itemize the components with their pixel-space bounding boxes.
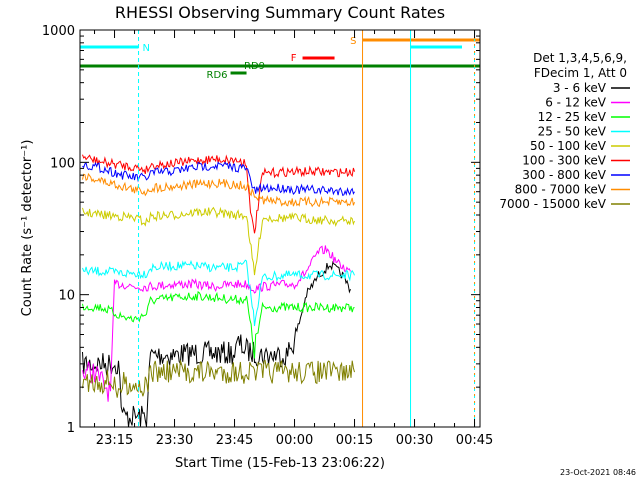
axes: 1 10 100 1000 23:15 23:30 23:45 00:00 00:15 00:30… [42,24,493,448]
series-line-6-12-kev [82,245,351,402]
y-axis-label: Count Rate (s⁻¹ detector⁻¹) [20,140,35,317]
legend-label-25-50-kev: 25 - 50 keV [538,125,607,139]
marker-label-f: F [291,53,297,64]
series-line-800-7000-kev [82,172,355,208]
legend-label-300-800-kev: 300 - 800 keV [522,168,606,182]
legend-label-7000-15000-kev: 7000 - 15000 keV [499,197,606,211]
footer-timestamp: 23-Oct-2021 08:46 [560,468,636,477]
plot-frame [79,29,481,428]
x-tick-label-0030: 00:30 [396,433,433,448]
series-line-50-100-kev [82,206,355,276]
y-tick-label-100: 100 [50,156,75,171]
x-tick-label-0000: 00:00 [276,433,313,448]
series-line-100-300-kev [82,154,355,234]
legend: Det 1,3,4,5,6,9, FDecim 1, Att 0 3 - 6 k… [499,51,630,211]
series-line-300-800-kev [82,161,355,197]
y-tick-label-10: 10 [58,289,75,304]
series-line-3-6-kev [82,260,351,427]
series-line-25-50-kev [82,259,355,327]
x-tick-label-0045: 00:45 [456,433,493,448]
plot-area [82,154,355,427]
chart-title: RHESSI Observing Summary Count Rates [115,3,445,22]
x-tick-label-2330: 23:30 [156,433,193,448]
series-line-12-25-kev [82,291,355,359]
x-tick-label-0015: 00:15 [336,433,373,448]
marker-label-s: S [350,36,356,47]
legend-label-800-7000-kev: 800 - 7000 keV [515,183,607,197]
legend-label-50-100-kev: 50 - 100 keV [530,139,607,153]
x-tick-label-2345: 23:45 [216,433,253,448]
marker-label-rd9: RD9 [244,61,265,72]
observing-markers: N S F RD6 RD9 [80,30,480,427]
y-tick-label-1000: 1000 [42,24,75,39]
legend-label-3-6-kev: 3 - 6 keV [553,81,607,95]
y-tick-label-1: 1 [67,421,75,436]
legend-header-line-2: FDecim 1, Att 0 [534,66,627,80]
legend-header-line-1: Det 1,3,4,5,6,9, [533,51,627,65]
x-axis-label: Start Time (15-Feb-13 23:06:22) [175,456,385,471]
legend-label-100-300-kev: 100 - 300 keV [522,154,606,168]
legend-label-6-12-kev: 6 - 12 keV [545,96,607,110]
marker-label-rd6: RD6 [207,70,228,81]
legend-label-12-25-kev: 12 - 25 keV [538,110,607,124]
series-line-7000-15000-kev [82,359,355,398]
x-tick-label-2315: 23:15 [96,433,133,448]
marker-label-n: N [143,43,150,54]
